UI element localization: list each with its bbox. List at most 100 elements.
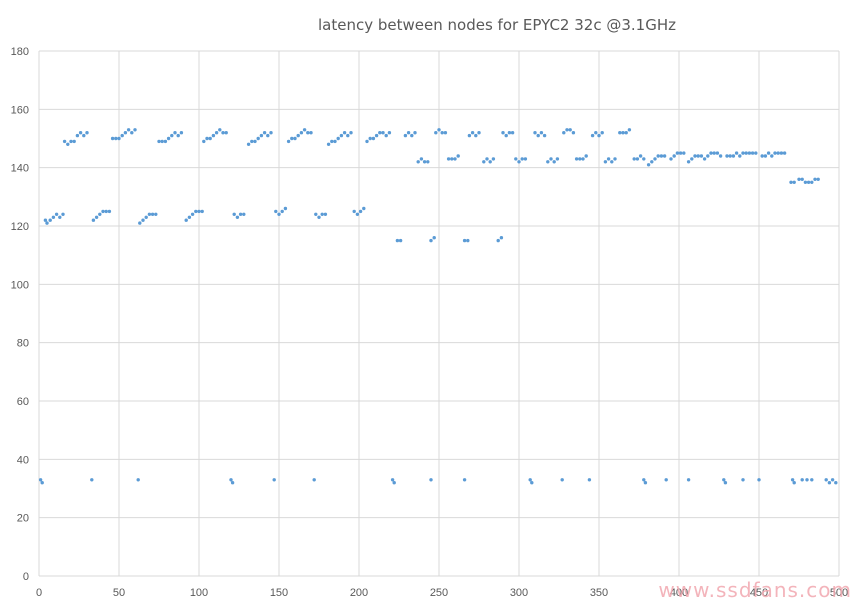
data-point xyxy=(123,131,128,135)
data-point xyxy=(286,139,291,144)
data-point xyxy=(514,157,518,161)
data-point xyxy=(403,133,408,138)
data-point xyxy=(314,212,318,216)
data-point xyxy=(450,157,454,161)
data-point xyxy=(232,212,236,216)
y-tick-label: 40 xyxy=(17,454,29,466)
data-point xyxy=(686,478,691,482)
data-point xyxy=(757,478,761,482)
data-point xyxy=(355,212,360,216)
data-point xyxy=(827,481,832,485)
data-point xyxy=(187,215,192,219)
data-point xyxy=(728,154,732,158)
data-point xyxy=(734,151,739,155)
data-point xyxy=(806,180,811,184)
data-point xyxy=(690,157,694,161)
data-point xyxy=(789,180,793,184)
data-point xyxy=(138,221,142,225)
y-tick-labels: 0 20 40 60 80 100 120 140 160 180 xyxy=(11,46,29,583)
data-point xyxy=(133,128,137,132)
data-point xyxy=(763,154,768,158)
data-point xyxy=(333,139,337,144)
data-point xyxy=(834,481,838,485)
data-point xyxy=(718,154,723,158)
data-point xyxy=(776,151,780,155)
x-tick-label: 300 xyxy=(510,587,528,599)
data-point xyxy=(392,481,396,485)
x-tick-label: 250 xyxy=(430,587,448,599)
data-point xyxy=(374,133,379,138)
data-point xyxy=(336,136,340,141)
y-tick-label: 100 xyxy=(11,279,29,291)
data-point xyxy=(642,478,646,482)
data-point xyxy=(782,151,787,155)
data-point xyxy=(272,478,276,482)
data-point xyxy=(443,131,448,135)
data-point xyxy=(723,481,728,485)
data-point xyxy=(101,209,105,214)
data-point xyxy=(659,154,664,158)
data-point xyxy=(387,131,392,135)
data-point xyxy=(147,212,152,216)
data-point xyxy=(51,215,56,219)
data-point xyxy=(627,128,632,132)
data-point xyxy=(675,151,680,155)
data-point xyxy=(283,206,288,211)
data-point xyxy=(130,131,134,135)
data-point xyxy=(230,481,235,485)
data-point xyxy=(98,212,102,216)
data-point xyxy=(208,136,212,141)
data-point xyxy=(470,131,475,135)
data-point xyxy=(144,215,148,219)
data-point xyxy=(426,160,430,164)
data-point xyxy=(218,128,222,132)
data-point xyxy=(306,131,310,135)
data-point xyxy=(221,131,225,135)
data-point xyxy=(378,131,382,135)
data-point xyxy=(371,136,376,141)
data-point xyxy=(635,157,640,161)
data-point xyxy=(160,139,164,144)
data-point xyxy=(413,131,417,135)
data-point xyxy=(760,154,764,158)
data-point xyxy=(90,478,94,482)
x-tick-label: 500 xyxy=(830,587,848,599)
data-point xyxy=(184,218,188,222)
data-point xyxy=(725,154,729,158)
data-point xyxy=(62,139,67,144)
data-point xyxy=(706,154,710,158)
data-point xyxy=(578,157,582,161)
data-point xyxy=(504,133,508,138)
data-point xyxy=(323,212,328,216)
data-point xyxy=(293,136,297,141)
data-point xyxy=(568,128,572,132)
y-tick-label: 80 xyxy=(17,338,29,350)
data-point xyxy=(176,133,180,138)
data-point xyxy=(429,238,433,243)
data-point xyxy=(120,133,124,138)
data-point xyxy=(320,212,324,216)
data-point xyxy=(773,151,777,155)
data-point xyxy=(381,131,385,135)
data-point xyxy=(792,481,796,485)
data-point xyxy=(368,136,372,141)
data-point xyxy=(242,212,246,216)
data-point xyxy=(466,238,470,243)
data-point xyxy=(141,218,145,222)
data-point xyxy=(542,133,547,138)
data-point xyxy=(467,133,472,138)
watermark: www.ssdfans.com xyxy=(658,578,852,602)
data-point xyxy=(642,157,646,161)
data-point xyxy=(406,131,411,135)
data-point xyxy=(546,160,550,164)
data-point xyxy=(82,133,86,138)
data-point xyxy=(693,154,697,158)
data-point xyxy=(485,157,489,161)
data-point xyxy=(507,131,512,135)
data-point xyxy=(824,478,828,482)
x-tick-label: 150 xyxy=(270,587,288,599)
data-point xyxy=(346,133,350,138)
data-point xyxy=(432,236,436,240)
data-point xyxy=(194,209,198,214)
data-point xyxy=(621,131,625,135)
